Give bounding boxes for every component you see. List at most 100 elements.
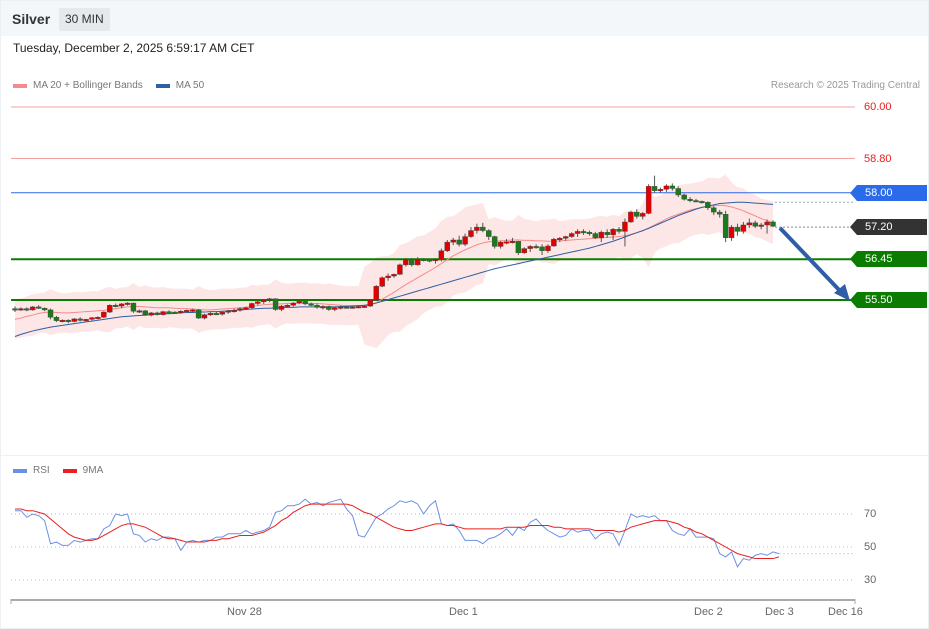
candle-body: [414, 259, 421, 266]
candle-body: [758, 224, 764, 227]
candle-body: [521, 248, 527, 254]
candle-body: [586, 232, 593, 234]
candle-body: [30, 306, 36, 311]
candle-body: [474, 226, 480, 231]
candle-body: [509, 241, 516, 243]
timeframe-button[interactable]: 30 MIN: [59, 8, 110, 31]
candle-body: [503, 241, 510, 244]
candle-body: [728, 226, 735, 239]
x-label-dec16: Dec 16: [828, 606, 863, 618]
candle-body: [545, 245, 551, 251]
candle-body: [426, 259, 433, 262]
rsi-9ma-line: [15, 503, 780, 560]
candle-body: [213, 313, 220, 316]
candle-body: [403, 259, 409, 266]
candle-body: [124, 302, 131, 305]
candle-body: [397, 264, 403, 275]
candle-body: [207, 313, 214, 316]
candle-body: [533, 246, 539, 249]
resistance-1-label: 58.80: [864, 153, 892, 165]
price-legend: MA 20 + Bollinger Bands MA 50: [13, 80, 217, 91]
legend-rsi: RSI: [13, 465, 50, 476]
candle-body: [675, 188, 681, 196]
candle-body: [320, 306, 326, 309]
candle-body: [172, 311, 178, 314]
candle-body: [136, 310, 143, 313]
candle-body: [53, 317, 60, 321]
x-label-nov28: Nov 28: [227, 606, 262, 618]
pivot-tag: 58.00: [850, 185, 927, 201]
candle-body: [314, 304, 320, 308]
candle-body: [563, 236, 569, 239]
candle-body: [444, 241, 450, 251]
legend-ma20-label: MA 20 + Bollinger Bands: [33, 80, 143, 91]
candle-body: [640, 213, 646, 217]
x-label-dec1: Dec 1: [449, 606, 478, 618]
candle-body: [18, 308, 24, 311]
candle-body: [101, 311, 107, 318]
candle-body: [699, 201, 705, 204]
support-1-tag: 56.45: [850, 251, 927, 267]
candle-body: [338, 306, 344, 309]
candle-body: [604, 232, 610, 236]
forecast-arrow: [778, 226, 844, 295]
candle-body: [296, 301, 302, 304]
rsi-level-70: 70: [864, 508, 877, 520]
candle-body: [178, 311, 184, 313]
candle-body: [231, 310, 237, 313]
candle-body: [634, 211, 640, 217]
candle-body: [515, 241, 522, 254]
candle-body: [568, 233, 575, 237]
chart-header: Silver 30 MIN: [1, 1, 928, 36]
candle-body: [711, 207, 717, 213]
9ma-swatch-icon: [62, 468, 77, 473]
candle-body: [681, 194, 687, 200]
candle-body: [379, 277, 385, 287]
candle-body: [65, 320, 71, 322]
candle-body: [722, 214, 729, 239]
candle-body: [12, 308, 18, 311]
candle-body: [385, 275, 391, 278]
candle-body: [148, 312, 154, 316]
candle-body: [24, 308, 30, 311]
candle-body: [41, 308, 48, 311]
candle-body: [764, 221, 770, 226]
ma50-swatch-icon: [155, 83, 170, 88]
candle-body: [272, 298, 279, 310]
candle-body: [770, 221, 776, 227]
candle-body: [302, 301, 308, 305]
candle-body: [391, 274, 397, 277]
candle-body: [112, 304, 119, 307]
legend-9ma-label: 9MA: [82, 465, 104, 476]
candle-body: [657, 189, 664, 192]
candle-body: [130, 302, 137, 312]
candle-body: [438, 250, 445, 260]
candle-body: [468, 230, 474, 237]
candle-body: [551, 238, 557, 247]
candle-body: [420, 259, 427, 261]
candle-body: [201, 314, 208, 319]
candle-body: [497, 241, 504, 247]
candle-body: [343, 306, 350, 309]
candle-body: [592, 233, 599, 239]
candle-body: [195, 309, 202, 319]
candle-body: [266, 298, 273, 301]
candle-body: [249, 303, 255, 308]
candle-body: [367, 299, 374, 307]
legend-ma20-bollinger: MA 20 + Bollinger Bands: [13, 80, 143, 91]
legend-9ma: 9MA: [62, 465, 104, 476]
candle-body: [166, 311, 172, 314]
candle-body: [278, 305, 285, 310]
candle-body: [462, 236, 468, 245]
candle-body: [284, 304, 291, 307]
candle-body: [687, 199, 693, 201]
candle-body: [237, 308, 243, 311]
candle-body: [746, 222, 753, 226]
candle-body: [752, 222, 758, 227]
ma20-swatch-icon: [13, 83, 27, 88]
candle-body: [255, 301, 261, 304]
legend-ma50-label: MA 50: [175, 80, 205, 91]
candle-body: [705, 202, 711, 209]
panel-divider: [1, 455, 928, 456]
